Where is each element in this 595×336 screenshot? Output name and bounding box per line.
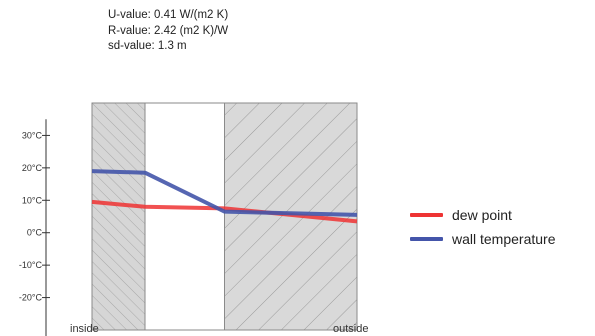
wall-layer-2 — [144, 102, 225, 331]
legend-label-wall-temperature: wall temperature — [452, 231, 556, 247]
u-value-text: U-value: 0.41 W/(m2 K) — [108, 9, 229, 21]
series-line-wall-temperature — [91, 169, 358, 217]
y-tick-label-4: -10°C — [19, 260, 43, 270]
wall-info: U-value: 0.41 W/(m2 K) R-value: 2.42 (m2… — [108, 8, 228, 55]
legend-item-dew-point: dew point — [410, 203, 556, 227]
wall-layer-1 — [91, 102, 146, 331]
inside-label: inside — [70, 323, 99, 335]
legend: dew point wall temperature — [410, 203, 556, 251]
y-tick-label-1: 20°C — [22, 163, 43, 173]
y-tick-label-3: 0°C — [27, 228, 43, 238]
y-tick-label-2: 10°C — [22, 195, 43, 205]
legend-swatch-dew-point — [410, 213, 443, 217]
legend-item-wall-temperature: wall temperature — [410, 227, 556, 251]
legend-swatch-wall-temperature — [410, 237, 443, 241]
y-tick-label-0: 30°C — [22, 130, 43, 140]
y-tick-label-5: -20°C — [19, 293, 43, 303]
sd-value-text: sd-value: 1.3 m — [108, 40, 187, 52]
legend-label-dew-point: dew point — [452, 207, 512, 223]
r-value-text: R-value: 2.42 (m2 K)/W — [108, 24, 229, 37]
outside-label: outside — [333, 323, 368, 335]
